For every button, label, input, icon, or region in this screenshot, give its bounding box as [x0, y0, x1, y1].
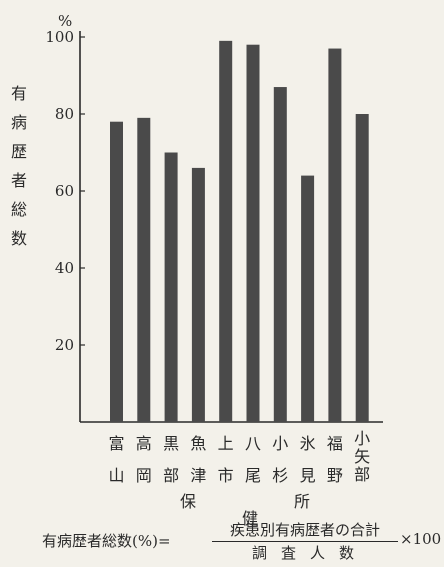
bar	[328, 48, 342, 423]
y-tick-label: 60	[55, 182, 74, 200]
bar	[164, 152, 178, 422]
bar	[110, 121, 123, 422]
formula-fraction: 疾患別有病歴者の合計 調査人数	[212, 519, 398, 563]
bar	[355, 114, 369, 422]
bar	[219, 40, 233, 422]
bar	[191, 167, 205, 422]
bar	[273, 87, 287, 423]
bar	[301, 175, 315, 422]
y-axis-label-char: 病	[10, 113, 27, 132]
category-label: 八尾	[244, 434, 261, 485]
category-label: 富山	[108, 434, 125, 485]
y-tick-label: 20	[55, 336, 74, 354]
formula-denominator: 調査人数	[251, 544, 368, 562]
category-label: 上市	[217, 434, 234, 485]
formula-multiplier: ×100	[400, 530, 442, 548]
y-axis-label-char: 総	[10, 200, 27, 219]
sub-label: 健	[242, 509, 259, 528]
category-label: 高岡	[135, 434, 152, 485]
y-axis-label-char: 者	[10, 171, 27, 190]
bar	[137, 117, 151, 422]
formula-numerator: 疾患別有病歴者の合計	[212, 519, 398, 542]
sub-label: 保	[180, 492, 197, 511]
category-label: 魚津	[190, 434, 207, 485]
y-tick-label: 100	[45, 28, 74, 46]
category-label: 氷見	[299, 434, 316, 485]
category-label: 黒部	[163, 434, 180, 485]
category-label: 福野	[326, 434, 343, 485]
y-tick-label: 80	[55, 105, 74, 123]
y-unit-label: %	[58, 12, 72, 30]
category-label: 小矢部	[354, 429, 371, 484]
formula-lhs: 有病歴者総数(%)=	[42, 532, 171, 550]
y-axis-label-char: 歴	[10, 142, 27, 161]
bar	[246, 44, 260, 422]
category-label: 小杉	[272, 434, 289, 485]
y-axis-label-char: 有	[10, 84, 27, 103]
y-axis-label-char: 数	[10, 229, 27, 248]
y-tick-label: 40	[55, 259, 74, 277]
sub-label: 所	[294, 492, 311, 511]
